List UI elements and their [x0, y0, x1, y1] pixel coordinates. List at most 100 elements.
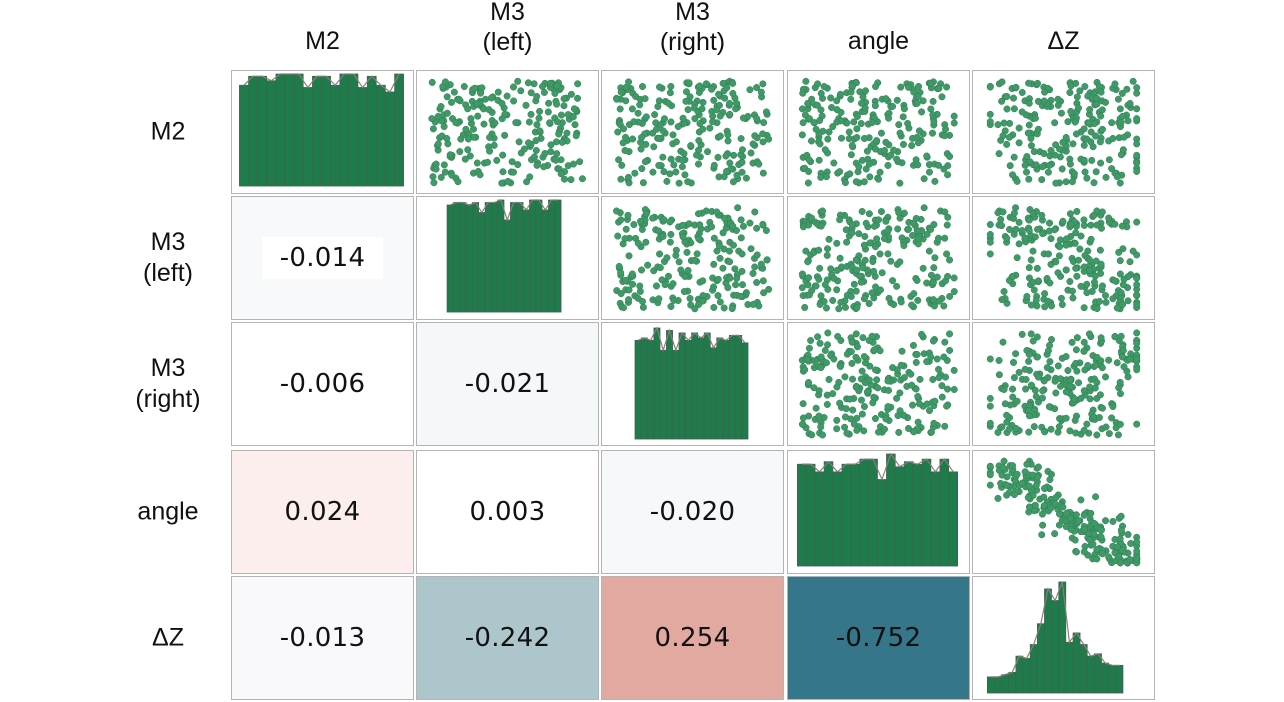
scatter-point	[428, 115, 436, 123]
scatter-point	[1034, 79, 1042, 87]
scatter-point	[927, 105, 935, 113]
scatter-point	[899, 140, 907, 148]
scatter-point	[1058, 165, 1066, 173]
scatter-point	[807, 337, 815, 345]
scatter-point	[998, 296, 1006, 304]
scatter-point	[1133, 355, 1141, 363]
scatter-point	[660, 168, 668, 176]
scatter-point	[1111, 277, 1119, 285]
scatter-point	[617, 269, 625, 277]
scatter-point	[930, 264, 938, 272]
scatter-point	[841, 423, 849, 431]
scatter-point	[1032, 296, 1040, 304]
scatter-point	[816, 264, 824, 272]
scatter-point	[1025, 121, 1033, 129]
scatter-point	[1102, 292, 1110, 300]
scatter-point	[898, 347, 906, 355]
histogram-bar	[895, 466, 905, 567]
scatter-point	[679, 233, 687, 241]
scatter-point	[684, 178, 692, 186]
scatter-point	[833, 383, 841, 391]
scatter-plot	[986, 204, 1141, 313]
histogram-bar	[453, 202, 460, 313]
scatter-point	[986, 230, 994, 238]
scatter-point	[869, 399, 877, 407]
scatter-point	[1105, 430, 1113, 438]
scatter-point	[862, 87, 870, 95]
scatter-point	[885, 386, 893, 394]
scatter-point	[1047, 425, 1055, 433]
scatter-plot	[798, 204, 958, 313]
histogram-bar	[1036, 623, 1045, 694]
scatter-point	[1117, 526, 1125, 534]
scatter-point	[1092, 168, 1100, 176]
row-label: M3 (left)	[143, 228, 193, 287]
histogram-bar	[930, 471, 941, 567]
scatter-point	[943, 221, 951, 229]
histogram-bar	[516, 202, 524, 313]
scatter-point	[695, 235, 703, 243]
scatter-point	[517, 87, 525, 95]
scatter-point	[1116, 105, 1124, 113]
scatter-point	[1116, 179, 1124, 187]
scatter-point	[737, 216, 745, 224]
scatter-point	[820, 83, 828, 91]
scatter-point	[510, 168, 517, 176]
scatter-point	[1092, 132, 1100, 140]
scatter-point	[524, 79, 532, 87]
scatter-point	[656, 121, 664, 129]
scatter-point	[1054, 428, 1062, 436]
scatter-point	[799, 414, 807, 422]
scatter-point	[1044, 168, 1052, 176]
histogram-bar	[472, 202, 479, 313]
scatter-point	[486, 134, 494, 142]
scatter-point	[913, 350, 921, 358]
scatter-point	[656, 264, 664, 272]
scatter-point	[1119, 281, 1127, 289]
scatter-point	[876, 286, 884, 294]
scatter-point	[682, 97, 690, 105]
scatter-point	[882, 217, 890, 225]
scatter-point	[1032, 482, 1040, 490]
scatter-point	[574, 94, 582, 102]
scatter-point	[474, 112, 482, 120]
scatter-point	[613, 95, 621, 103]
scatter-point	[1029, 337, 1037, 345]
scatter-point	[876, 168, 884, 176]
scatter-point	[1005, 425, 1013, 433]
scatter-point	[930, 221, 938, 229]
scatter-point	[944, 171, 952, 179]
scatter-point	[466, 152, 474, 160]
scatter-point	[852, 287, 860, 295]
scatter-point	[1010, 491, 1018, 499]
scatter-point	[486, 147, 494, 155]
scatter-point	[1133, 218, 1141, 226]
scatter-point	[1097, 260, 1105, 268]
scatter-point	[852, 382, 860, 390]
scatter-point	[1117, 119, 1125, 127]
scatter-point	[457, 135, 465, 143]
scatter-point	[914, 418, 922, 426]
scatter-point	[910, 428, 918, 436]
scatter-point	[986, 355, 994, 363]
correlation-value: -0.020	[649, 497, 736, 527]
histogram-bar	[948, 471, 958, 567]
scatter-point	[1048, 336, 1055, 344]
scatter-point	[1051, 377, 1059, 385]
scatter-point	[620, 125, 628, 133]
scatter-point	[732, 281, 740, 289]
scatter-point	[925, 247, 933, 255]
correlation-value: -0.242	[464, 623, 551, 653]
scatter-point	[656, 250, 664, 258]
scatter-point	[1038, 531, 1046, 539]
scatter-point	[1044, 250, 1052, 258]
scatter-point	[900, 105, 908, 113]
scatter-point	[801, 366, 809, 374]
scatter-point	[808, 95, 816, 103]
scatter-point	[1071, 536, 1079, 544]
scatter-point	[553, 118, 561, 126]
scatter-point	[799, 400, 807, 408]
scatter-point	[503, 92, 511, 100]
histogram-bar	[634, 339, 642, 440]
scatter-point	[897, 361, 905, 369]
